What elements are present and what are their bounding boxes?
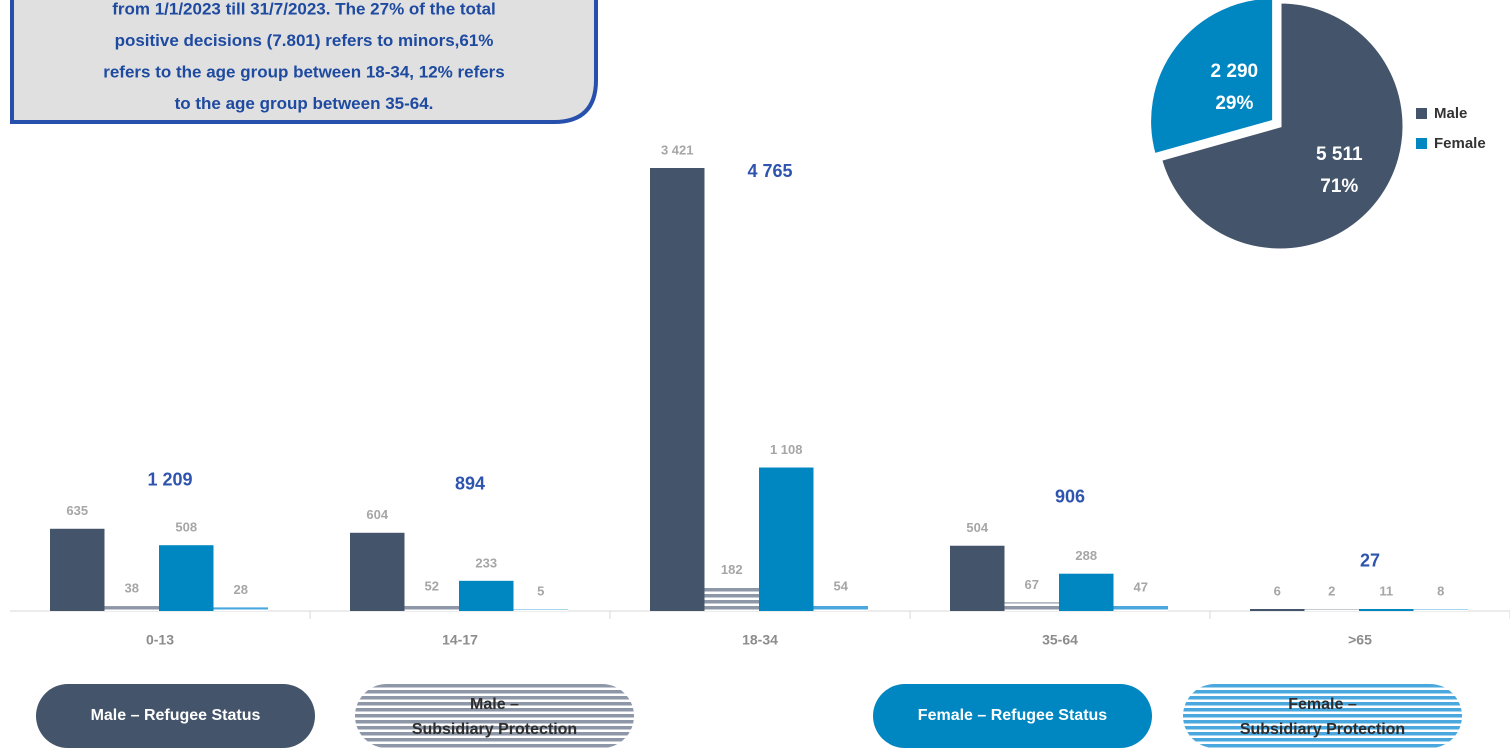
pie-slice <box>1158 0 1406 252</box>
value-label: 288 <box>1075 548 1097 563</box>
x-tick-label: 18-34 <box>742 632 778 648</box>
legend-pill <box>873 684 1152 748</box>
value-label: 5 <box>537 583 544 598</box>
x-tick-label: 35-64 <box>1042 632 1078 648</box>
legend-pill <box>1183 684 1462 748</box>
value-label: 28 <box>234 582 248 597</box>
bar <box>213 607 268 611</box>
bar <box>104 606 159 611</box>
bar <box>459 580 514 611</box>
bar <box>813 604 868 611</box>
value-label: 604 <box>366 507 388 522</box>
bar <box>1359 609 1414 611</box>
bar <box>50 528 105 611</box>
annotation-line: refers to the age group between 18-34, 1… <box>103 62 505 81</box>
bar <box>404 604 459 611</box>
bar <box>1059 573 1114 611</box>
annotation-line: from 1/1/2023 till 31/7/2023. The 27% of… <box>112 0 496 18</box>
legend-label: Male – Refugee Status <box>91 707 261 724</box>
legend-label: Female – Refugee Status <box>918 707 1108 724</box>
annotation-line: to the age group between 35-64. <box>175 94 434 113</box>
value-label: 67 <box>1025 577 1039 592</box>
value-label: 8 <box>1437 583 1444 598</box>
bar <box>1413 609 1468 611</box>
total-label: 4 765 <box>747 161 792 181</box>
legend-pill <box>36 684 315 748</box>
value-label: 508 <box>175 520 197 535</box>
pie-value-label: 5 511 <box>1316 144 1363 165</box>
total-label: 27 <box>1360 550 1380 570</box>
annotation-box <box>10 0 598 124</box>
total-label: 894 <box>455 474 485 494</box>
value-label: 635 <box>66 503 88 518</box>
value-label: 1 108 <box>770 442 803 457</box>
bar <box>650 168 705 611</box>
x-tick-label: >65 <box>1348 632 1372 648</box>
bar <box>759 467 814 611</box>
total-label: 1 209 <box>147 470 192 490</box>
bar <box>704 587 759 611</box>
bar <box>1304 609 1359 611</box>
bar <box>513 609 568 611</box>
pie-percent-label: 71% <box>1320 176 1358 197</box>
bar <box>1004 602 1059 611</box>
bar <box>350 532 405 611</box>
bar <box>159 545 214 611</box>
value-label: 182 <box>721 562 743 577</box>
total-label: 906 <box>1055 486 1085 506</box>
value-label: 38 <box>125 581 139 596</box>
pie-value-label: 2 290 <box>1211 61 1259 82</box>
value-label: 6 <box>1274 583 1281 598</box>
legend-swatch <box>1416 138 1427 149</box>
pie-slice <box>1148 0 1276 157</box>
value-label: 11 <box>1379 583 1393 598</box>
bar <box>1250 609 1305 611</box>
annotation-line: positive decisions (7.801) refers to min… <box>115 31 494 50</box>
value-label: 233 <box>475 555 497 570</box>
bar <box>1113 604 1168 611</box>
x-tick-label: 14-17 <box>442 632 478 648</box>
legend-swatch <box>1416 108 1427 119</box>
value-label: 504 <box>966 520 988 535</box>
value-label: 2 <box>1328 583 1335 598</box>
value-label: 3 421 <box>661 142 694 157</box>
x-tick-label: 0-13 <box>146 632 174 648</box>
value-label: 47 <box>1134 579 1148 594</box>
legend-label: Female – Subsidiary Protection <box>1240 696 1405 738</box>
legend-label: Female <box>1434 135 1486 152</box>
value-label: 52 <box>425 579 439 594</box>
bar <box>950 545 1005 611</box>
legend-pill <box>355 684 634 748</box>
value-label: 54 <box>834 578 849 593</box>
legend-label: Male – Subsidiary Protection <box>412 696 577 738</box>
pie-percent-label: 29% <box>1215 93 1253 114</box>
legend-label: Male <box>1434 105 1467 122</box>
